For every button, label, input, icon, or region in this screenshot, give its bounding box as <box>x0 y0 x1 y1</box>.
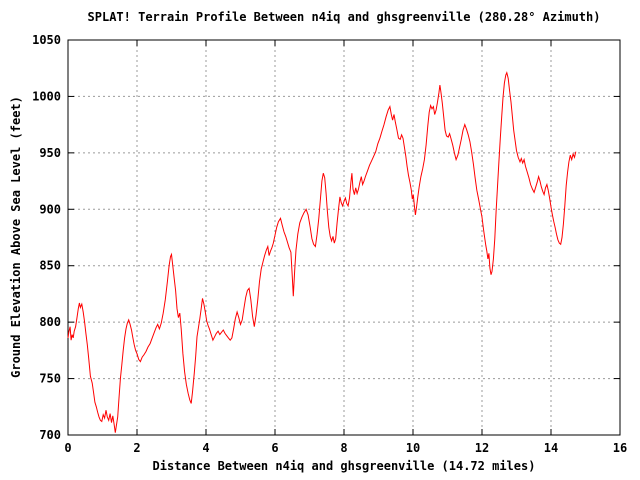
y-tick-label: 850 <box>39 259 61 273</box>
chart-title: SPLAT! Terrain Profile Between n4iq and … <box>87 10 601 24</box>
y-tick-label: 700 <box>39 428 61 442</box>
x-tick-label: 4 <box>202 441 209 455</box>
terrain-profile-line <box>67 71 577 433</box>
x-tick-label: 0 <box>64 441 71 455</box>
y-tick-label: 1000 <box>32 89 61 103</box>
x-tick-label: 8 <box>340 441 347 455</box>
x-tick-label: 2 <box>133 441 140 455</box>
y-tick-label: 800 <box>39 315 61 329</box>
y-tick-label: 750 <box>39 372 61 386</box>
x-tick-label: 10 <box>406 441 420 455</box>
y-tick-label: 900 <box>39 202 61 216</box>
x-tick-label: 16 <box>613 441 627 455</box>
x-tick-label: 12 <box>475 441 489 455</box>
x-tick-label: 14 <box>544 441 558 455</box>
y-tick-label: 1050 <box>32 33 61 47</box>
y-tick-label: 950 <box>39 146 61 160</box>
x-axis-label: Distance Between n4iq and ghsgreenville … <box>152 459 536 473</box>
x-tick-label: 6 <box>271 441 278 455</box>
